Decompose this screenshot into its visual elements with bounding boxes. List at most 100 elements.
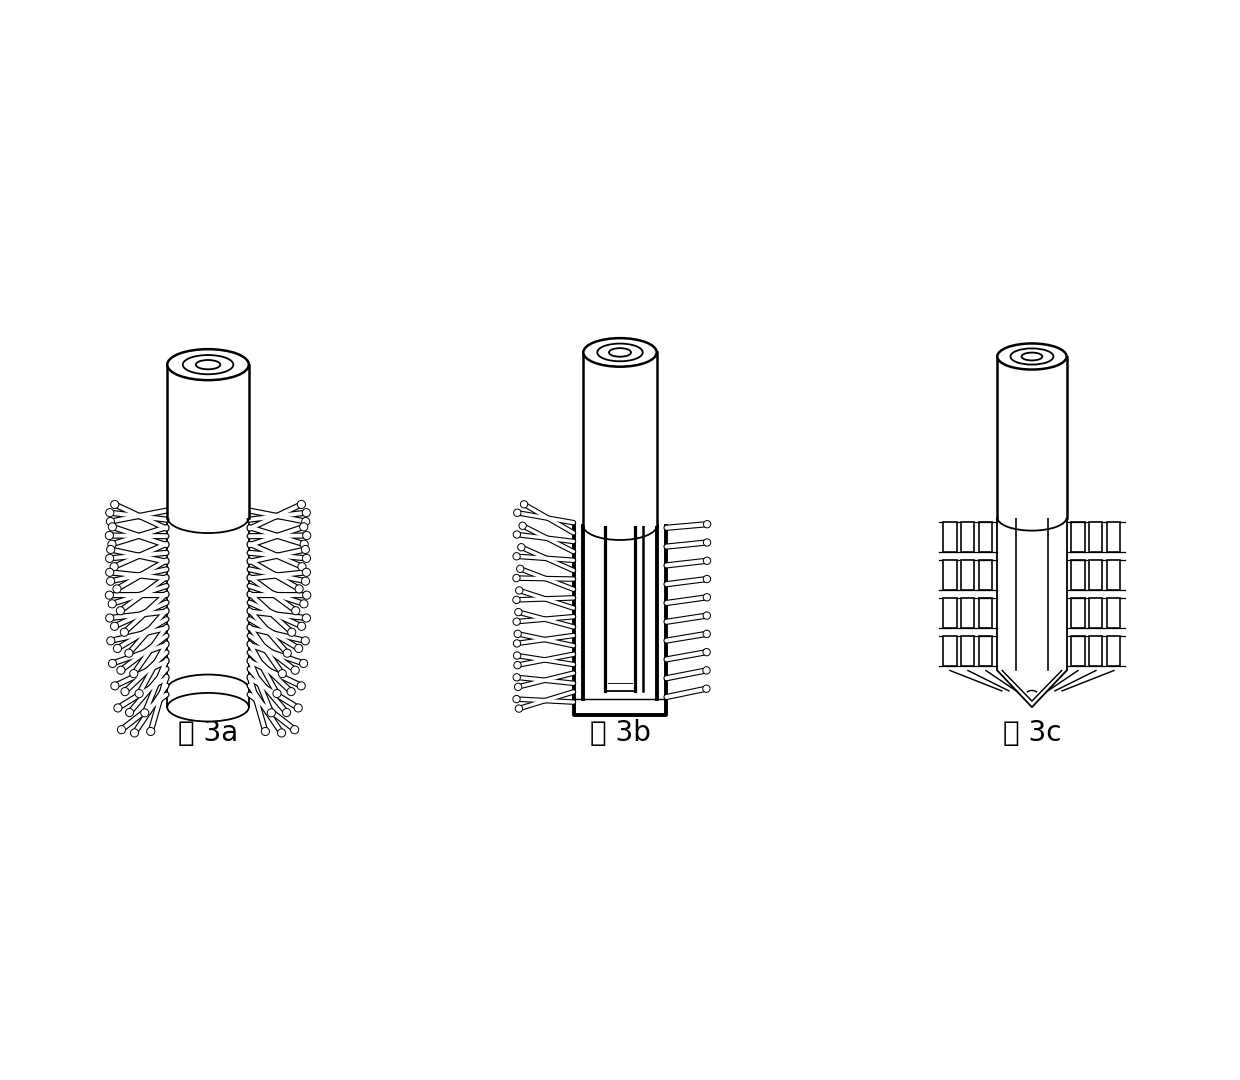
Circle shape [113, 584, 122, 593]
Circle shape [105, 568, 114, 577]
Ellipse shape [182, 355, 233, 375]
Circle shape [703, 576, 711, 583]
Polygon shape [1107, 597, 1121, 629]
Polygon shape [997, 517, 1066, 671]
Circle shape [703, 648, 711, 656]
Circle shape [703, 685, 711, 692]
Polygon shape [944, 597, 956, 629]
Circle shape [521, 501, 528, 508]
Circle shape [110, 681, 119, 690]
Circle shape [135, 689, 143, 698]
Circle shape [703, 539, 711, 546]
Circle shape [107, 517, 114, 526]
Circle shape [283, 708, 290, 717]
Circle shape [118, 726, 125, 733]
Circle shape [262, 728, 269, 735]
Polygon shape [1090, 522, 1102, 553]
Polygon shape [980, 636, 992, 666]
Polygon shape [1071, 522, 1085, 553]
Polygon shape [980, 597, 992, 629]
Circle shape [117, 607, 124, 615]
Circle shape [703, 631, 711, 637]
Circle shape [288, 629, 296, 636]
Circle shape [130, 729, 139, 737]
Circle shape [303, 613, 310, 622]
Circle shape [303, 531, 311, 540]
Circle shape [303, 568, 310, 577]
Polygon shape [944, 636, 956, 666]
Circle shape [105, 509, 114, 516]
Text: 图 3b: 图 3b [589, 719, 651, 747]
Ellipse shape [598, 343, 642, 362]
Polygon shape [961, 636, 975, 666]
Circle shape [108, 540, 117, 549]
Circle shape [300, 540, 309, 549]
Polygon shape [980, 559, 992, 591]
Circle shape [513, 652, 521, 659]
Circle shape [105, 591, 113, 599]
Circle shape [108, 523, 117, 531]
Polygon shape [583, 352, 657, 526]
Circle shape [513, 596, 520, 604]
Circle shape [122, 688, 129, 696]
Circle shape [513, 553, 521, 559]
Ellipse shape [167, 693, 249, 721]
Circle shape [105, 531, 113, 540]
Circle shape [298, 622, 306, 631]
Circle shape [298, 563, 306, 570]
Ellipse shape [583, 338, 657, 367]
Circle shape [301, 517, 310, 526]
Circle shape [120, 629, 129, 636]
Polygon shape [1090, 597, 1102, 629]
Circle shape [294, 704, 303, 712]
Circle shape [110, 622, 119, 631]
Circle shape [300, 660, 308, 667]
Circle shape [515, 630, 521, 637]
Circle shape [303, 554, 310, 563]
Circle shape [283, 649, 291, 658]
Text: 图 3a: 图 3a [177, 719, 238, 747]
Circle shape [517, 543, 525, 551]
Polygon shape [1090, 636, 1102, 666]
Circle shape [110, 563, 118, 570]
Circle shape [513, 696, 520, 703]
Polygon shape [1090, 559, 1102, 591]
Circle shape [108, 599, 117, 608]
Circle shape [513, 674, 521, 681]
Circle shape [290, 726, 299, 733]
Polygon shape [167, 365, 249, 517]
Polygon shape [1107, 559, 1121, 591]
Circle shape [107, 545, 115, 554]
Ellipse shape [196, 360, 221, 369]
Circle shape [703, 666, 711, 674]
Circle shape [300, 599, 308, 608]
Polygon shape [1107, 636, 1121, 666]
Circle shape [515, 608, 522, 616]
Circle shape [114, 704, 122, 712]
Circle shape [703, 612, 711, 619]
Circle shape [298, 500, 305, 509]
Circle shape [513, 618, 521, 625]
Polygon shape [997, 356, 1066, 517]
Text: 图 3c: 图 3c [1003, 719, 1061, 747]
Circle shape [295, 645, 303, 652]
Circle shape [273, 689, 281, 698]
Polygon shape [1107, 522, 1121, 553]
Circle shape [278, 670, 286, 678]
Circle shape [303, 509, 310, 516]
Polygon shape [1071, 636, 1085, 666]
Polygon shape [167, 689, 249, 707]
Polygon shape [1071, 559, 1085, 591]
Polygon shape [980, 522, 992, 553]
Circle shape [513, 575, 520, 582]
Circle shape [301, 577, 310, 585]
Circle shape [105, 554, 114, 563]
Circle shape [303, 591, 311, 599]
Polygon shape [583, 526, 657, 699]
Circle shape [278, 729, 285, 737]
Circle shape [516, 705, 522, 712]
Circle shape [520, 522, 526, 529]
Circle shape [516, 586, 523, 594]
Circle shape [107, 637, 115, 645]
Circle shape [117, 666, 125, 674]
